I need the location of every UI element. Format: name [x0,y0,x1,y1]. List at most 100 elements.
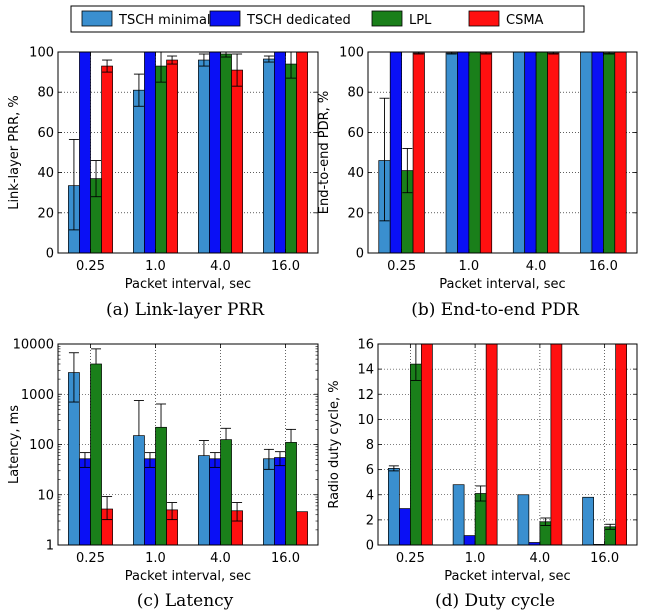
y-tick-label: 6 [366,463,374,478]
y-tick-label: 8 [366,438,374,453]
bar [166,59,178,254]
x-tick-label: 16.0 [271,551,300,566]
x-tick-label: 1.0 [145,259,166,274]
bar [90,363,102,546]
y-tick-label: 0 [356,247,364,262]
y-tick-label: 40 [347,166,364,181]
x-tick-label: 4.0 [210,551,231,566]
x-tick-label: 0.25 [76,551,105,566]
y-tick-label: 100 [29,46,54,61]
x-tick-label: 1.0 [459,259,480,274]
legend-label: TSCH minimal [118,13,211,28]
bar [399,508,411,546]
y-tick-label: 12 [357,388,374,403]
axes-frame [57,51,319,254]
y-tick-label: 2 [366,513,374,528]
caption-c: (c) Latency [136,591,234,611]
y-tick-label: 1000 [21,388,54,403]
bar [220,53,232,254]
y-tick-label: 0 [366,539,374,554]
bar [274,51,286,254]
x-tick-label: 1.0 [465,551,486,566]
bar [101,65,113,254]
y-tick-label: 10 [357,413,374,428]
y-tick-label: 100 [29,438,54,453]
x-axis-label: Packet interval, sec [125,569,251,584]
caption-d: (d) Duty cycle [434,591,556,611]
legend-swatch [81,10,113,27]
y-tick-label: 4 [366,488,374,503]
bar [263,458,275,546]
y-tick-label: 16 [357,338,374,353]
x-tick-label: 16.0 [590,551,619,566]
legend: TSCH minimal TSCH dedicated LPL CSMA [70,5,585,33]
bar [285,63,297,254]
x-tick-label: 1.0 [145,551,166,566]
caption-b: (b) End-to-end PDR [411,300,579,320]
bar [133,435,145,546]
axes-frame [367,51,638,254]
y-tick-label: 10 [37,488,54,503]
y-axis-label: End-to-end PDR, % [317,91,332,215]
legend-swatch [209,10,241,27]
y-axis-label: Radio duty cycle, % [327,380,342,508]
bar [296,511,308,546]
bar [285,442,297,546]
y-axis-label: Link-layer PRR, % [7,95,22,210]
legend-label: LPL [409,13,432,28]
bar [220,439,232,546]
bar [468,51,481,254]
legend-swatch [371,10,403,27]
bar [479,52,493,254]
bar [445,52,458,254]
bar [389,51,402,254]
legend-label: TSCH dedicated [246,13,351,28]
bar [582,496,594,546]
x-axis-label: Packet interval, sec [125,277,251,292]
y-tick-label: 1 [46,539,54,554]
y-tick-label: 20 [347,206,364,221]
bar [463,535,476,546]
bar [209,51,221,254]
x-tick-label: 4.0 [210,259,231,274]
bar [452,484,465,546]
bar [274,457,286,546]
y-tick-label: 10000 [13,338,54,353]
legend-label: CSMA [506,13,544,28]
bar [457,51,470,254]
x-axis-label: Packet interval, sec [444,569,570,584]
bar [79,458,91,546]
x-tick-label: 0.25 [396,551,425,566]
bar [209,458,221,546]
bar [198,455,210,546]
bar [79,51,91,254]
bar [547,52,560,254]
bar [144,458,156,546]
panel-c: 1 10 100 1000 10000 0.25 1.0 4.0 16.0 Packet inte… [7,338,319,584]
y-tick-label: 0 [46,247,54,262]
panel-d: 0 2 4 6 8 10 12 14 16 0.25 1.0 4.0 16.0 Packet interv… [327,338,638,584]
y-tick-label: 14 [357,363,374,378]
bar [485,343,498,546]
bar [133,89,145,254]
x-tick-label: 16.0 [589,259,618,274]
bar [512,51,526,254]
x-axis-label: Packet interval, sec [439,277,565,292]
y-tick-label: 40 [37,166,54,181]
bar [524,51,537,254]
x-tick-label: 16.0 [271,259,300,274]
bar [263,58,275,254]
panel-a: 0 20 40 60 80 100 0.25 1.0 4.0 16.0 Packet interva… [7,46,319,292]
bar [517,494,530,546]
bar [155,65,167,254]
bar [550,343,563,546]
bar [603,52,616,254]
bar [144,51,156,254]
y-tick-label: 60 [37,126,54,141]
bar [615,343,627,546]
bar [388,468,400,546]
x-tick-label: 0.25 [387,259,416,274]
bar [421,343,433,546]
y-tick-label: 60 [347,126,364,141]
